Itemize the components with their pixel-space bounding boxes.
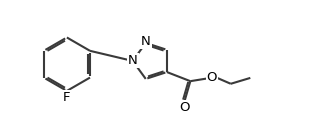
Text: N: N <box>141 35 151 48</box>
Text: F: F <box>63 91 71 104</box>
Text: O: O <box>207 71 217 84</box>
Text: N: N <box>128 54 138 67</box>
Text: O: O <box>179 101 190 114</box>
